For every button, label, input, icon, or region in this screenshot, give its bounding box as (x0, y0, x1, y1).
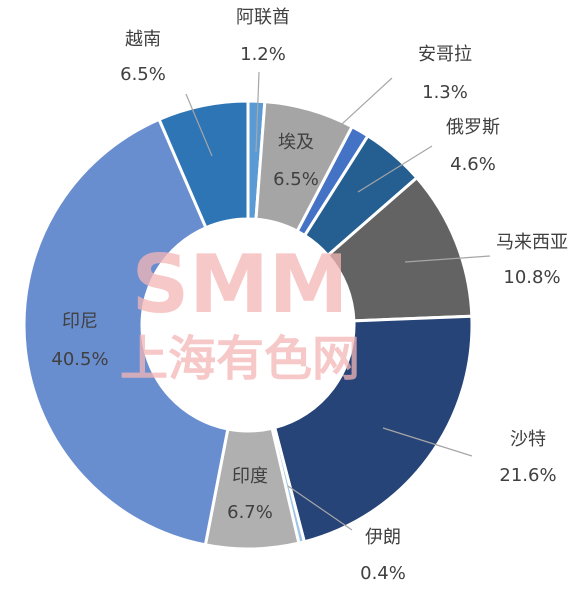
category-label: 阿联酋 (236, 7, 290, 28)
leader-line (287, 485, 353, 531)
value-label: 1.2% (240, 44, 286, 65)
leader-line (404, 255, 491, 263)
value-label: 1.3% (422, 82, 468, 103)
value-label: 6.5% (120, 64, 166, 85)
category-label: 沙特 (510, 429, 546, 450)
leader-line (329, 77, 393, 136)
slices (22, 99, 474, 551)
category-label: 马来西亚 (496, 232, 568, 253)
donut-slice (272, 314, 474, 544)
leader-line (357, 145, 433, 193)
category-label: 印尼 (62, 311, 98, 332)
category-label: 伊朗 (365, 527, 401, 548)
watermark-logo: SMM (132, 238, 349, 331)
leader-line (382, 427, 473, 457)
value-label: 6.5% (273, 169, 319, 190)
donut-slice (157, 99, 250, 230)
category-label: 印度 (232, 466, 268, 487)
category-label: 埃及 (278, 132, 314, 153)
value-label: 40.5% (51, 349, 108, 370)
category-label: 越南 (125, 29, 161, 50)
watermark-name: 上海有色网 (120, 331, 360, 387)
value-label: 0.4% (360, 563, 406, 584)
value-label: 10.8% (503, 267, 560, 288)
leader-line (255, 71, 260, 153)
category-label: 俄罗斯 (446, 117, 500, 138)
category-label: 安哥拉 (418, 44, 472, 65)
value-label: 21.6% (499, 465, 556, 486)
value-label: 6.7% (227, 502, 273, 523)
value-label: 4.6% (450, 154, 496, 175)
leader-line (185, 93, 213, 157)
donut-slice (22, 117, 230, 547)
